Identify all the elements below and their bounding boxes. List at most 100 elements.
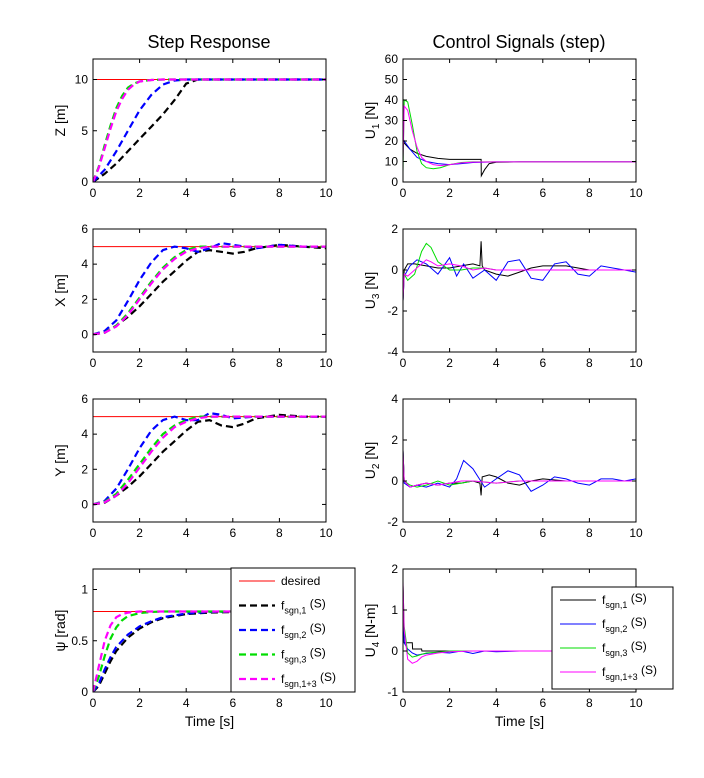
legend-label-suffix: (S) <box>627 639 646 653</box>
legend-label-desired: desired <box>281 574 320 588</box>
legend-label-sub: sgn,3 <box>605 648 627 658</box>
x-tick-label: 0 <box>400 186 407 200</box>
x-tick-label: 0 <box>400 356 407 370</box>
series-line-s2 <box>403 256 636 301</box>
x-tick-label: 4 <box>493 356 500 370</box>
y-axis-label-sub: 3 <box>371 293 382 299</box>
x-tick-label: 0 <box>90 696 97 710</box>
x-tick-label: 0 <box>400 526 407 540</box>
x-tick-label: 8 <box>586 356 593 370</box>
series-line-s1 <box>403 136 636 178</box>
x-tick-label: 10 <box>629 186 643 200</box>
y-tick-label: -2 <box>387 304 398 318</box>
x-axis-label: Time [s] <box>495 713 544 729</box>
legend-label-s13: fsgn,1+3 (S) <box>602 663 657 682</box>
x-tick-label: 10 <box>629 696 643 710</box>
y-axis-label-sub: 4 <box>371 641 382 647</box>
x-tick-label: 0 <box>90 526 97 540</box>
x-tick-label: 6 <box>539 696 546 710</box>
axes-box <box>92 398 327 523</box>
x-tick-label: 8 <box>276 186 283 200</box>
legend-label-suffix: (S) <box>306 646 325 660</box>
y-axis-label-sub: 1 <box>371 123 382 129</box>
legend-label-s2: fsgn,2 (S) <box>281 621 326 640</box>
series-line-s1 <box>93 78 326 182</box>
panel-x: 0 2 4 6 8 10 0 2 4 6 X [m] <box>52 222 333 370</box>
legend-label-sub: sgn,1+3 <box>605 672 637 682</box>
y-tick-label: -2 <box>387 515 398 529</box>
y-tick-label: 4 <box>81 257 88 271</box>
series-line-s3 <box>403 99 636 172</box>
legend-label-main: f <box>281 648 285 662</box>
x-tick-label: 4 <box>183 186 190 200</box>
x-tick-label: 2 <box>136 696 143 710</box>
legend-label-suffix: (S) <box>638 663 657 677</box>
x-tick-label: 6 <box>229 186 236 200</box>
y-tick-label: 60 <box>385 52 399 66</box>
y-tick-label: 30 <box>385 114 399 128</box>
legend-label-sub: sgn,2 <box>605 624 627 634</box>
y-tick-label: 0 <box>81 175 88 189</box>
series-line-s13 <box>93 78 326 182</box>
y-tick-label: 0 <box>81 497 88 511</box>
x-tick-label: 10 <box>319 356 333 370</box>
x-tick-label: 10 <box>319 696 333 710</box>
y-tick-label: 4 <box>81 427 88 441</box>
x-tick-label: 8 <box>276 356 283 370</box>
series-group <box>93 411 326 506</box>
x-tick-label: 2 <box>446 526 453 540</box>
series-line-s1 <box>403 241 636 301</box>
x-tick-label: 10 <box>319 186 333 200</box>
series-group <box>403 450 636 496</box>
x-tick-label: 6 <box>229 526 236 540</box>
y-axis-label-unit: [N] <box>362 442 378 464</box>
series-line-s2 <box>93 241 326 336</box>
legend-label-s1: fsgn,1 (S) <box>602 591 647 610</box>
x-tick-label: 0 <box>400 696 407 710</box>
axes-box <box>402 228 637 353</box>
series-line-s13 <box>93 610 326 692</box>
left-column-title: Step Response <box>147 32 270 52</box>
panel-z: 0 2 4 6 8 10 0 5 10 Z [m] <box>52 58 333 200</box>
legend-right: fsgn,1 (S)fsgn,2 (S)fsgn,3 (S)fsgn,1+3 (… <box>551 586 674 690</box>
x-tick-label: 4 <box>183 356 190 370</box>
legend-label-sub: sgn,2 <box>284 630 306 640</box>
x-tick-label: 4 <box>183 696 190 710</box>
y-axis-label-unit: [N] <box>362 272 378 294</box>
y-tick-label: 40 <box>385 93 399 107</box>
legend-label-suffix: (S) <box>627 615 646 629</box>
x-tick-label: 2 <box>446 186 453 200</box>
series-line-s3 <box>93 245 326 336</box>
y-tick-label: 0 <box>81 685 88 699</box>
panel-y: 0 2 4 6 8 10 0 2 4 6 Y [m] <box>52 392 333 540</box>
legend-label-s2: fsgn,2 (S) <box>602 615 647 634</box>
series-line-s13 <box>403 581 636 664</box>
x-tick-label: 6 <box>539 526 546 540</box>
x-tick-label: 4 <box>493 526 500 540</box>
series-line-s1 <box>403 450 636 496</box>
series-line-s1 <box>93 243 326 336</box>
series-group <box>403 99 636 178</box>
right-column-title: Control Signals (step) <box>432 32 605 52</box>
series-line-s13 <box>403 104 636 167</box>
series-group <box>403 241 636 301</box>
legend-label-main: f <box>602 641 606 655</box>
x-tick-label: 2 <box>446 356 453 370</box>
y-axis-label: X [m] <box>52 274 68 307</box>
x-tick-label: 8 <box>276 526 283 540</box>
x-tick-label: 4 <box>183 526 190 540</box>
y-axis-label-main: U <box>362 647 378 657</box>
y-axis-label-main: U <box>362 469 378 479</box>
y-tick-label: 10 <box>385 155 399 169</box>
x-tick-label: 2 <box>136 526 143 540</box>
legend-label-s1: fsgn,1 (S) <box>281 597 326 616</box>
x-axis-label: Time [s] <box>185 713 234 729</box>
x-tick-label: 6 <box>539 186 546 200</box>
y-tick-label: 0.5 <box>71 634 88 648</box>
y-axis-label-unit: [N-m] <box>362 604 378 642</box>
legend-label-suffix: (S) <box>306 597 325 611</box>
